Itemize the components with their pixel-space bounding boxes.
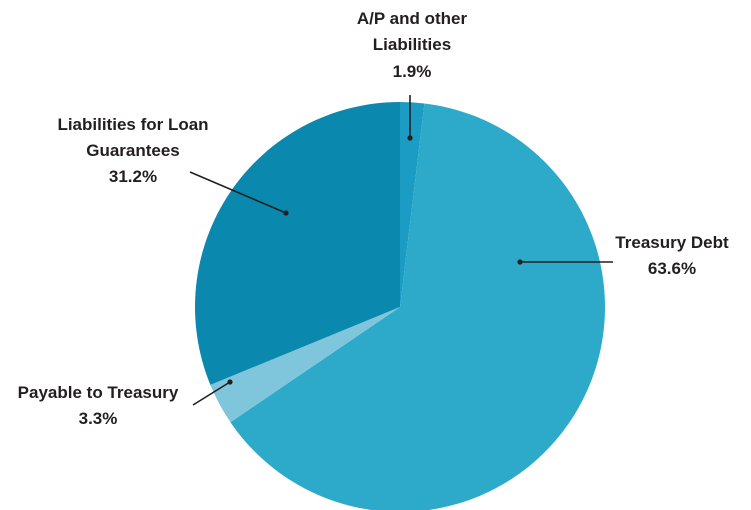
slice-label-ap-line2: Liabilities <box>373 35 451 54</box>
slice-label-payable: Payable to Treasury <box>18 383 179 402</box>
pie-slices <box>195 102 605 510</box>
slice-pct-ap: 1.9% <box>393 62 432 81</box>
slice-pct-treasury-debt: 63.6% <box>648 259 696 278</box>
leader-dot-loan <box>283 210 289 216</box>
slice-loan-guarantees <box>195 102 400 385</box>
slice-treasury-debt <box>230 103 605 510</box>
leader-loan <box>189 171 287 214</box>
leader-dot-payable <box>227 379 233 385</box>
leader-dot-ap <box>407 135 413 141</box>
slice-label-loan-line2: Guarantees <box>86 141 180 160</box>
slice-payable-to-treasury <box>210 307 400 423</box>
slice-pct-payable: 3.3% <box>79 409 118 428</box>
leader-dot-treasury-debt <box>517 259 523 265</box>
slice-ap-other-liabilities <box>400 102 425 307</box>
slice-pct-loan: 31.2% <box>109 167 157 186</box>
slice-label-ap-line1: A/P and other <box>357 9 468 28</box>
leader-payable <box>192 381 231 406</box>
pie-labels: A/P and other Liabilities 1.9% Liabiliti… <box>18 9 729 428</box>
slice-label-loan-line1: Liabilities for Loan <box>57 115 208 134</box>
slice-label-treasury-debt: Treasury Debt <box>615 233 729 252</box>
